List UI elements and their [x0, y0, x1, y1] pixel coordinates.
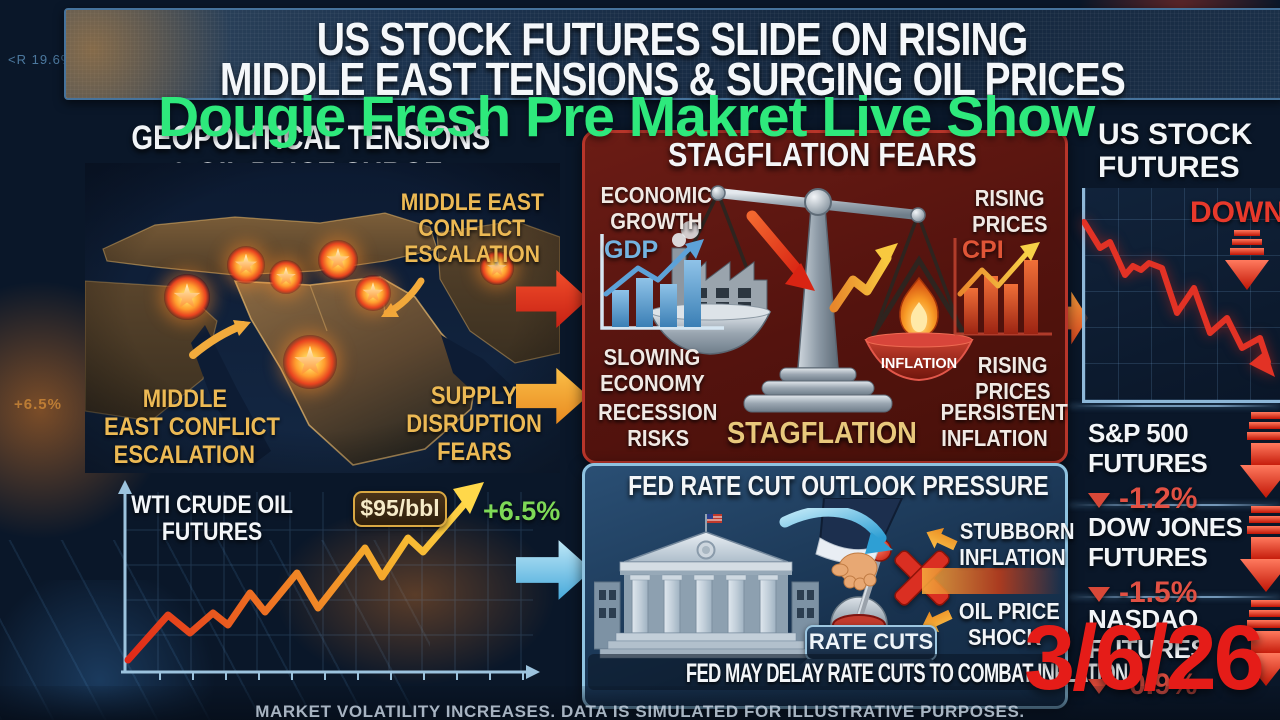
- dow-change: -1.5%: [1119, 576, 1198, 609]
- pressure-beam: [922, 568, 1062, 594]
- down-label: DOWN: [1190, 196, 1280, 229]
- futures-row-dow: DOW JONES FUTURES -1.5%: [1088, 512, 1243, 609]
- wti-line-chart: [118, 480, 555, 685]
- decor-ticker-topleft: <R 19.6%: [8, 52, 74, 67]
- futures-title: US STOCK FUTURES: [1098, 118, 1253, 184]
- label-slowing-economy: SLOWING ECONOMY: [599, 344, 705, 396]
- stagflation-title: STAGFLATION FEARS: [667, 136, 977, 173]
- gdp-label: GDP: [604, 236, 659, 264]
- down-arrow-icon: [1240, 600, 1280, 686]
- blue-curved-arrow-icon: [779, 508, 893, 554]
- oil-price-badge: $95/bbl: [353, 491, 447, 527]
- headline-banner: [64, 8, 1280, 100]
- headline-line1: US STOCK FUTURES SLIDE ON RISING: [316, 13, 1029, 65]
- label-persistent-inflation: PERSISTENT INFLATION: [940, 399, 1068, 451]
- down-arrow-icon: [1225, 230, 1269, 290]
- fed-title: FED RATE CUT OUTLOOK PRESSURE: [628, 470, 1049, 501]
- disclaimer-text: MARKET VOLATILITY INCREASES. DATA IS SIM…: [255, 702, 1025, 720]
- oil-change-value: +6.5%: [483, 496, 561, 526]
- explosion-icon: [269, 260, 303, 294]
- fed-footer-strip: [588, 654, 1056, 690]
- explosion-icon: [283, 335, 337, 389]
- label-conflict-left: MIDDLE EAST CONFLICT ESCALATION: [104, 385, 280, 469]
- label-rising-prices-bottom: RISING PRICES: [975, 352, 1051, 404]
- fed-building-icon: [594, 514, 819, 659]
- explosion-icon: [480, 251, 514, 285]
- down-trend-arrow-icon: [746, 210, 815, 291]
- sp500-change: -1.2%: [1119, 482, 1198, 515]
- futures-row-nasdaq: NASDAQ FUTURES -0.9%: [1088, 604, 1208, 701]
- stagflation-caption: STAGFLATION: [727, 415, 917, 450]
- show-title-overlay: Dougie Fresh Pre Makret Live Show: [158, 85, 1095, 149]
- down-triangle-icon: [1088, 493, 1110, 508]
- explosion-icon: [355, 275, 391, 311]
- wti-title: WTI CRUDE OIL FUTURES: [131, 491, 294, 546]
- futures-row-sp500: S&P 500 FUTURES -1.2%: [1088, 418, 1208, 515]
- explosion-icon: [164, 274, 210, 320]
- headline-line2: MIDDLE EAST TENSIONS & SURGING OIL PRICE…: [219, 53, 1125, 105]
- cpi-chart-icon: [953, 238, 1052, 336]
- label-economic-growth: ECONOMIC GROWTH: [600, 182, 712, 234]
- label-supply-disruption: SUPPLY DISRUPTION FEARS: [406, 382, 542, 466]
- flame-icon: [899, 276, 939, 338]
- divider: [1070, 596, 1280, 598]
- date-overlay: 3/6/26: [1024, 607, 1265, 709]
- label-oil-price-shock: OIL PRICE SHOCK: [958, 598, 1060, 650]
- us-flag-icon: [707, 514, 722, 523]
- cpi-label: CPI: [962, 236, 1004, 264]
- gdp-chart-icon: [600, 234, 724, 330]
- disclaimer-strip: [0, 686, 1280, 720]
- down-arrow-icon: [1240, 412, 1280, 498]
- explosion-icon: [227, 246, 265, 284]
- decor-ticker-midleft: +6.5%: [14, 396, 62, 413]
- explosion-icon: [318, 240, 358, 280]
- label-conflict-right: MIDDLE EAST CONFLICT ESCALATION: [400, 189, 544, 268]
- down-triangle-icon: [1088, 587, 1110, 602]
- label-rising-prices-top: RISING PRICES: [972, 185, 1048, 237]
- label-stubborn-inflation: STUBBORN INFLATION: [959, 518, 1075, 570]
- inflation-pan-label: INFLATION: [881, 356, 957, 372]
- futures-line-chart: [1082, 219, 1275, 377]
- label-recession-risks: RECESSION RISKS: [598, 399, 718, 451]
- down-arrow-icon: [1240, 506, 1280, 592]
- divider: [1070, 405, 1280, 407]
- up-trend-arrow-icon: [829, 243, 898, 313]
- divider: [1070, 504, 1280, 506]
- middle-east-map: [85, 163, 560, 473]
- fed-footer-text: FED MAY DELAY RATE CUTS TO COMBAT INFLAT…: [685, 658, 1128, 688]
- futures-chart-frame: [1082, 188, 1280, 403]
